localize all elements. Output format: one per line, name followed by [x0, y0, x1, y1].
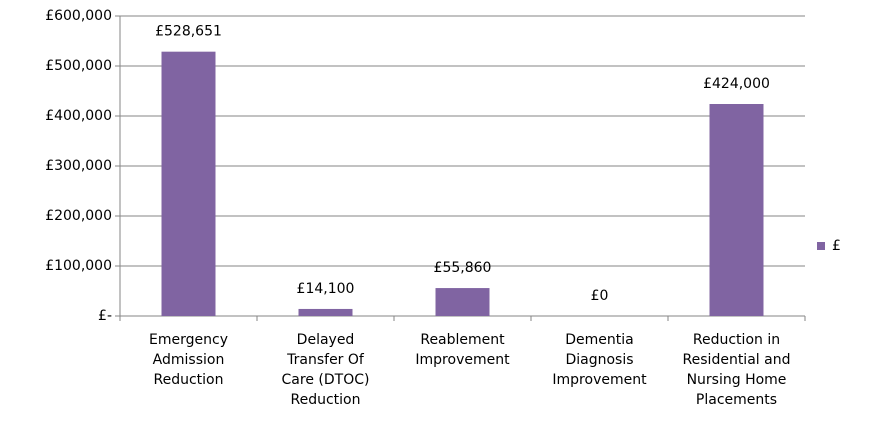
x-tick-label: Dementia Diagnosis Improvement — [552, 332, 647, 388]
y-tick-label: £100,000 — [45, 258, 112, 274]
y-tick-label: £300,000 — [45, 158, 112, 174]
data-label: £528,651 — [155, 24, 222, 40]
x-tick-label: Reablement Improvement — [415, 332, 510, 368]
bar — [161, 51, 216, 316]
y-tick-label: £500,000 — [45, 58, 112, 74]
bar — [435, 288, 490, 316]
bar — [709, 104, 764, 316]
y-tick-label: £- — [98, 308, 112, 324]
x-tick-label: Emergency Admission Reduction — [149, 332, 228, 388]
y-tick-label: £400,000 — [45, 108, 112, 124]
data-label: £55,860 — [434, 260, 492, 276]
legend-swatch — [817, 242, 825, 250]
bar — [298, 308, 353, 316]
legend-label: £ — [832, 238, 841, 254]
data-label: £14,100 — [297, 281, 355, 297]
y-tick-label: £200,000 — [45, 208, 112, 224]
data-label: £0 — [591, 288, 609, 304]
data-label: £424,000 — [703, 76, 770, 92]
x-tick-label: Delayed Transfer Of Care (DTOC) Reductio… — [281, 332, 370, 408]
y-tick-label: £600,000 — [45, 8, 112, 24]
x-tick-label: Reduction in Residential and Nursing Hom… — [682, 332, 791, 408]
